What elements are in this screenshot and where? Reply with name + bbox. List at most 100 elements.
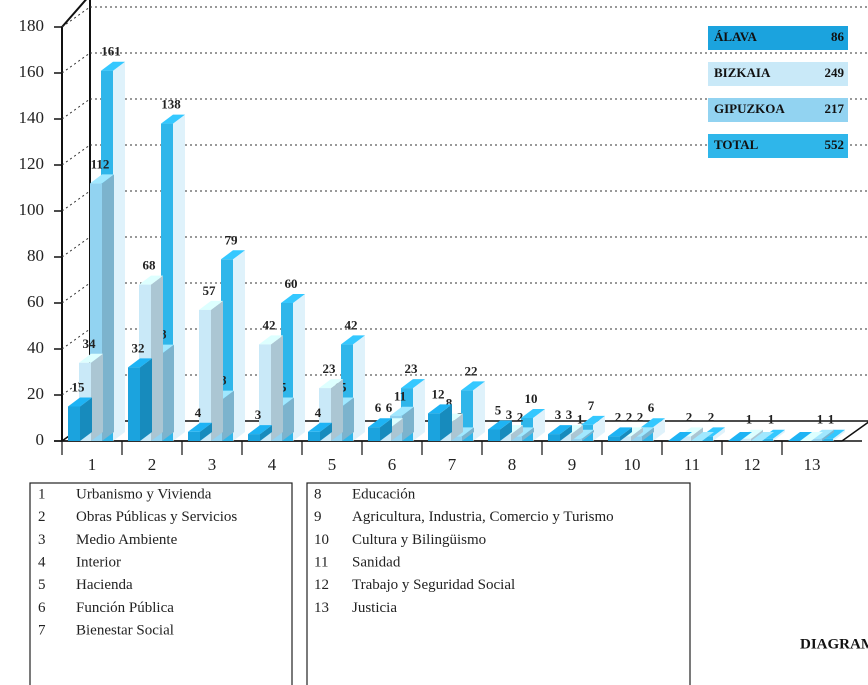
bar-front bbox=[570, 438, 582, 441]
value-label: 4 bbox=[315, 405, 322, 420]
bar-side bbox=[653, 418, 665, 441]
bar bbox=[128, 358, 152, 441]
bar bbox=[788, 432, 812, 441]
bar-side bbox=[413, 379, 425, 441]
list-name: Bienestar Social bbox=[76, 623, 174, 639]
bar-top bbox=[401, 379, 425, 389]
bar-top bbox=[461, 381, 485, 391]
bar bbox=[750, 432, 774, 441]
bar-side bbox=[271, 335, 283, 441]
value-label: 7 bbox=[588, 398, 595, 413]
bar-side bbox=[222, 390, 234, 441]
y-tick-label: 40 bbox=[27, 338, 44, 357]
bar-front bbox=[499, 434, 511, 441]
bar-front bbox=[630, 436, 642, 441]
list-name: Cultura y Bilingüismo bbox=[352, 532, 486, 548]
legend-label: TOTAL bbox=[714, 137, 759, 152]
bar-front bbox=[761, 438, 773, 441]
list-number: 12 bbox=[314, 577, 329, 593]
list-number: 4 bbox=[38, 555, 46, 571]
bar-front bbox=[488, 429, 500, 441]
bar-front bbox=[128, 367, 140, 441]
value-label: 6 bbox=[386, 400, 393, 415]
bar-side bbox=[151, 275, 163, 441]
footer: DIAGRAMA 10 bbox=[800, 636, 868, 652]
bar-top bbox=[128, 358, 152, 368]
bar-top bbox=[161, 114, 185, 124]
list-name: Sanidad bbox=[352, 555, 401, 571]
bar bbox=[608, 427, 632, 441]
bar-top bbox=[690, 432, 714, 441]
bar-front bbox=[701, 436, 713, 441]
bar bbox=[368, 418, 392, 441]
grid-line bbox=[61, 6, 91, 28]
value-label: 6 bbox=[648, 400, 655, 415]
bar-front bbox=[510, 436, 522, 441]
bar-front bbox=[428, 413, 440, 441]
bar-side bbox=[642, 427, 654, 441]
y-tick-label: 100 bbox=[19, 200, 45, 219]
bar-side bbox=[260, 425, 272, 441]
legend-swatch bbox=[708, 98, 848, 122]
value-label: 5 bbox=[495, 402, 502, 417]
x-tick-label: 8 bbox=[508, 455, 517, 474]
bar-top bbox=[799, 432, 823, 441]
x-tick-label: 9 bbox=[568, 455, 577, 474]
bar-front bbox=[559, 434, 571, 441]
value-label: 3 bbox=[566, 407, 573, 422]
bar bbox=[68, 397, 92, 441]
value-label: 22 bbox=[465, 363, 478, 378]
grid-line bbox=[61, 52, 91, 74]
x-tick-label: 5 bbox=[328, 455, 337, 474]
bar-top bbox=[90, 174, 114, 184]
list-box bbox=[306, 482, 691, 685]
bar-side bbox=[833, 429, 845, 441]
bar-front bbox=[548, 434, 560, 441]
bar-side bbox=[751, 429, 763, 441]
list-name: Función Pública bbox=[76, 600, 174, 616]
bar-top bbox=[728, 432, 752, 441]
grid-line bbox=[61, 374, 91, 396]
bar-side bbox=[451, 413, 463, 441]
bar-top bbox=[221, 250, 245, 260]
bar-top bbox=[248, 425, 272, 435]
value-label: 42 bbox=[345, 317, 358, 332]
x-tick-label: 4 bbox=[268, 455, 277, 474]
x-tick-label: 13 bbox=[804, 455, 821, 474]
bar-side bbox=[233, 250, 245, 441]
x-tick-label: 12 bbox=[744, 455, 761, 474]
value-label: 3 bbox=[555, 407, 562, 422]
bar-top bbox=[750, 432, 774, 441]
y-tick-label: 120 bbox=[19, 154, 45, 173]
bar bbox=[188, 422, 212, 441]
list-name: Medio Ambiente bbox=[76, 532, 178, 548]
value-label: 1 bbox=[577, 412, 584, 427]
bar-front bbox=[739, 438, 751, 441]
y-tick-label: 20 bbox=[27, 384, 44, 403]
y-tick-label: 80 bbox=[27, 246, 44, 265]
value-label: 1 bbox=[817, 412, 824, 427]
bar-top bbox=[188, 422, 212, 432]
bar bbox=[308, 422, 332, 441]
value-label: 138 bbox=[161, 97, 181, 112]
y-tick-label: 0 bbox=[36, 430, 45, 449]
list-number: 10 bbox=[314, 532, 329, 548]
x-tick-label: 2 bbox=[148, 455, 157, 474]
bar-top bbox=[521, 409, 545, 418]
bar-side bbox=[293, 294, 305, 441]
bar bbox=[199, 300, 223, 441]
x-tick-label: 1 bbox=[88, 455, 97, 474]
bar-front bbox=[308, 431, 320, 441]
bar-top bbox=[608, 427, 632, 437]
value-label: 12 bbox=[432, 386, 445, 401]
bar-side bbox=[560, 425, 572, 441]
value-label: 2 bbox=[637, 409, 644, 424]
bar-side bbox=[331, 379, 343, 441]
list-name: Obras Públicas y Servicios bbox=[76, 509, 237, 525]
bar-top bbox=[319, 379, 343, 389]
bar-side bbox=[282, 397, 294, 441]
y-tick-label: 60 bbox=[27, 292, 44, 311]
bar bbox=[690, 432, 714, 441]
bar-side bbox=[140, 358, 152, 441]
